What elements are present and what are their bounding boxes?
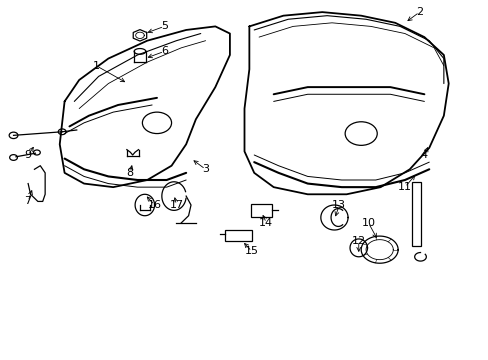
Text: 4: 4 xyxy=(420,150,427,160)
Text: 9: 9 xyxy=(24,150,32,160)
Text: 2: 2 xyxy=(415,7,422,17)
Text: 5: 5 xyxy=(161,21,167,31)
Text: 12: 12 xyxy=(351,236,365,246)
Text: 15: 15 xyxy=(244,247,258,256)
Text: 11: 11 xyxy=(397,182,411,192)
Text: 10: 10 xyxy=(361,218,375,228)
Text: 16: 16 xyxy=(147,200,161,210)
Bar xyxy=(411,182,420,246)
Text: 13: 13 xyxy=(332,200,346,210)
Bar xyxy=(225,230,251,241)
Text: 7: 7 xyxy=(24,197,32,206)
Text: 6: 6 xyxy=(161,46,167,57)
Text: 17: 17 xyxy=(169,200,183,210)
Text: 3: 3 xyxy=(202,164,209,174)
Text: 1: 1 xyxy=(93,61,100,71)
Text: 14: 14 xyxy=(259,218,273,228)
Bar xyxy=(250,203,272,217)
Text: 8: 8 xyxy=(126,168,134,178)
